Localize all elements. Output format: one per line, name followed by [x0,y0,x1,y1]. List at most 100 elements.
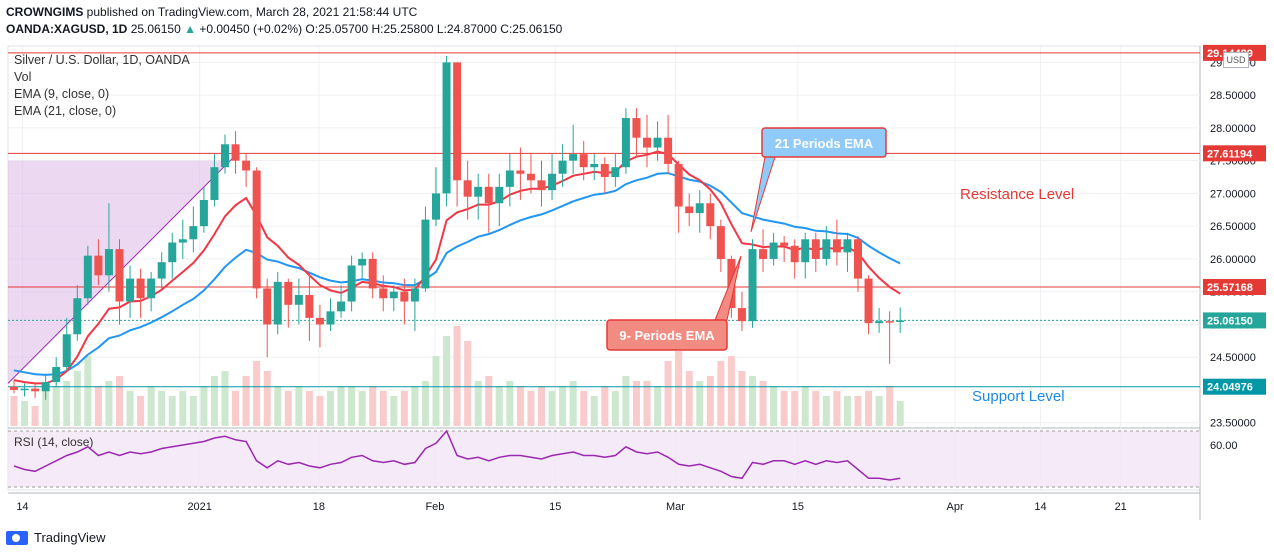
ema21-callout-box [761,127,887,158]
candle [790,239,799,279]
brand-name: TradingView [34,530,106,545]
volume-bar [727,356,735,426]
volume-bar [685,371,693,426]
candle-body [421,219,430,289]
candle-body [389,291,398,299]
volume-bar [801,386,809,426]
volume-bar [611,391,619,426]
candle [31,383,40,398]
volume-bar [622,376,630,426]
candle [442,55,451,207]
candle-body [358,258,367,266]
candle-body [484,186,493,204]
volume-bar [295,386,303,426]
candle-body [737,308,746,322]
volume-bar [42,391,50,426]
volume-bar [632,381,640,426]
candle-body [832,239,841,253]
candle-body [632,118,641,138]
candle-body [822,239,831,259]
x-tick-label: Feb [425,501,444,513]
candle [801,232,810,279]
candle [379,275,388,312]
candle-body [94,255,103,276]
candle [769,232,778,266]
volume-bar [305,391,313,426]
candle [104,203,113,292]
support-label: Support Level [972,388,1065,405]
candle [896,307,905,333]
x-tick-label: 14 [16,501,28,513]
candle-body [379,288,388,299]
volume-bar [569,381,577,426]
volume-bar [843,396,851,426]
y-tick-label: 23.50000 [1210,418,1256,430]
currency-button[interactable]: USD [1223,52,1249,68]
candle-body [463,180,472,197]
candle [400,278,409,325]
candle [368,252,377,299]
candle-body [495,186,504,204]
volume-bar [105,381,113,426]
candle [178,219,187,259]
y-tick-label: 27.00000 [1210,188,1256,200]
volume-bar [643,381,651,426]
candle-body [685,206,694,214]
legend-ema9[interactable]: EMA (9, close, 0) [14,87,110,101]
candle [548,154,557,200]
candle [83,245,92,305]
candle-body [315,317,324,325]
candle-body [621,118,630,168]
candle [643,114,651,168]
candle-body [569,154,578,161]
candle-body [811,239,820,259]
candle [695,190,704,233]
volume-bar [84,356,92,426]
candle-body [716,226,725,259]
volume-bar [527,391,535,426]
candle [10,380,18,394]
candle [315,304,324,348]
candle-body [474,186,483,197]
rsi-band [8,431,1200,487]
candle-body [674,163,683,207]
candle [632,108,641,158]
candle-body [600,163,609,178]
candle [537,160,546,207]
tradingview-logo[interactable]: TradingView [6,530,106,545]
price-level-label: 25.06150 [1207,315,1253,327]
candle-body [611,167,620,178]
volume-bar [443,336,451,426]
high-value: H:25.25800 [371,22,434,36]
candle [410,278,419,331]
x-tick-label: 15 [549,501,561,513]
volume-bar [210,376,218,426]
candle-body [695,203,704,214]
volume-bar [284,391,292,426]
price-level-badge [1203,312,1266,329]
candle [664,114,673,174]
legend-ema21[interactable]: EMA (21, close, 0) [14,104,117,118]
candle [41,373,50,400]
volume-bar [31,406,39,426]
candle [854,236,862,292]
candle-body [548,173,557,191]
candle [653,121,662,161]
candle [864,275,873,335]
candle [73,285,82,341]
candle [526,154,535,194]
volume-bar [10,396,18,426]
candle-body [801,239,810,263]
resistance-label: Resistance Level [960,186,1074,203]
candle-body [73,298,82,335]
legend-title[interactable]: Silver / U.S. Dollar, 1D, OANDA [14,53,190,67]
candle [263,278,272,358]
candle [674,160,683,233]
legend-vol[interactable]: Vol [14,70,32,84]
candle-body [748,249,757,322]
candle-body [20,388,29,391]
volume-bar [833,391,841,426]
volume-bar [706,376,714,426]
candle-body [221,144,229,168]
